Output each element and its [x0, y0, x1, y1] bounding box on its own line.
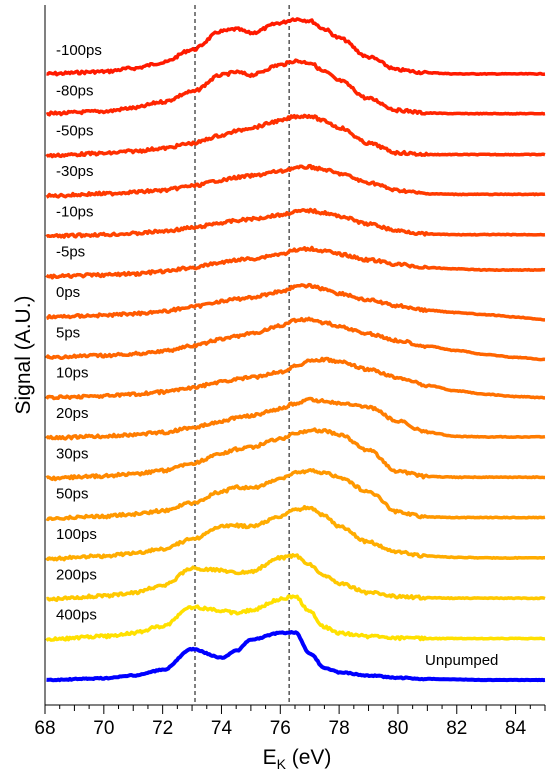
x-tick-label-76: 76	[270, 718, 291, 739]
series-line-200ps	[46, 553, 546, 603]
series-label--80ps: -80ps	[56, 82, 94, 99]
series-label-200ps: 200ps	[56, 566, 97, 583]
x-tick-label-78: 78	[329, 718, 350, 739]
x-tick-label-70: 70	[93, 718, 114, 739]
series-label--100ps: -100ps	[56, 42, 102, 59]
series-line-Unpumped	[45, 630, 546, 683]
x-axis-label: EK (eV)	[263, 746, 332, 772]
series-line--10ps	[45, 207, 546, 239]
y-axis-label: Signal (A.U.)	[12, 295, 35, 414]
series-label--50ps: -50ps	[56, 123, 94, 140]
x-tick-label-68: 68	[34, 718, 55, 739]
series-line-400ps	[45, 594, 546, 642]
series-label--10ps: -10ps	[56, 203, 94, 220]
series-line--5ps	[45, 245, 546, 280]
x-tick-label-82: 82	[446, 718, 467, 739]
series-labels: -100ps -80ps -50ps -30ps -10ps -5ps 0ps 5ps 10ps…	[56, 42, 498, 669]
series-label-0ps: 0ps	[56, 284, 80, 301]
series-line-0ps	[46, 282, 546, 322]
x-axis-label-subscript: K	[277, 756, 287, 772]
series-label-50ps: 50ps	[56, 486, 89, 503]
series-label-30ps: 30ps	[56, 445, 89, 462]
series-line-100ps	[45, 504, 546, 562]
series-label-20ps: 20ps	[56, 405, 89, 422]
x-axis-label-unit: (eV)	[286, 746, 332, 769]
series-group	[45, 17, 546, 683]
series-label-10ps: 10ps	[56, 365, 89, 382]
series-label--30ps: -30ps	[56, 163, 94, 180]
series-line-50ps	[45, 468, 546, 522]
x-tick-label-72: 72	[152, 718, 173, 739]
series-label-400ps: 400ps	[56, 607, 97, 624]
reference-lines	[194, 5, 290, 705]
series-line--30ps	[45, 163, 546, 199]
x-tick-label-80: 80	[387, 718, 408, 739]
x-tick-label-74: 74	[211, 718, 233, 739]
series-label-Unpumped: Unpumped	[425, 652, 498, 669]
series-line--100ps	[46, 17, 546, 77]
series-label-100ps: 100ps	[56, 526, 97, 543]
series-line-10ps	[45, 356, 546, 401]
x-axis-ticks: 68 70 72 74 76 78 80 82 84	[34, 705, 546, 739]
series-label--5ps: -5ps	[56, 244, 85, 261]
series-line-20ps	[45, 396, 546, 441]
series-line--50ps	[45, 113, 546, 159]
series-label-5ps: 5ps	[56, 324, 80, 341]
x-axis-label-main: E	[263, 746, 277, 769]
x-tick-label-84: 84	[505, 718, 527, 739]
series-line-5ps	[45, 316, 546, 362]
series-line-30ps	[45, 427, 546, 482]
series-line--80ps	[45, 58, 546, 117]
